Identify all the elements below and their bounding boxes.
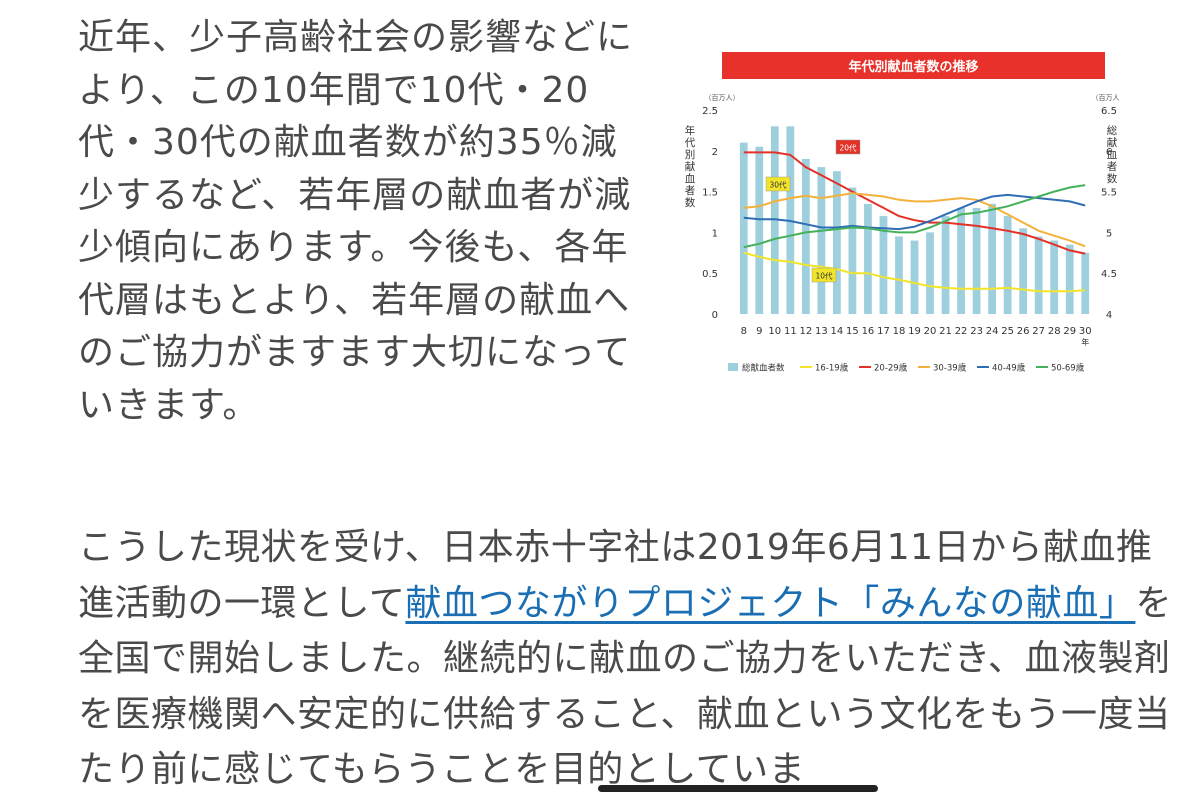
total-donors-bar <box>755 146 764 314</box>
x-tick-label: 8 <box>741 326 747 337</box>
paragraph-2: こうした現状を受け、日本赤十字社は2019年6月11日から献血推進活動の一環とし… <box>78 520 1178 798</box>
left-axis-unit: （百万人） <box>705 94 740 102</box>
x-tick-label: 16 <box>862 326 875 337</box>
paragraph-2-text-before: こうした現状を受け、日本赤十字社は2019年6月11日から献血推進活動の一環とし… <box>78 527 1153 624</box>
home-indicator[interactable] <box>598 785 878 792</box>
total-donors-bar <box>833 171 841 314</box>
left-tick-label: 0.5 <box>702 269 718 280</box>
x-tick-label: 18 <box>893 326 906 337</box>
annotation-box <box>811 267 837 283</box>
x-tick-label: 30 <box>1079 326 1092 337</box>
series-line-16-19歳 <box>743 251 1086 293</box>
total-donors-bar <box>957 207 965 314</box>
total-donors-bar <box>801 158 810 314</box>
annotation-label: 20代 <box>839 143 857 153</box>
series-line-30-39歳 <box>743 192 1086 248</box>
total-donors-bar <box>879 216 888 314</box>
legend-label: 30-39歳 <box>933 363 967 374</box>
x-tick-label: 20 <box>924 326 937 337</box>
total-donors-bar <box>1081 252 1090 314</box>
total-donors-bar <box>1050 240 1059 314</box>
x-tick-label: 17 <box>877 326 890 337</box>
left-tick-label: 1.5 <box>702 188 718 199</box>
x-tick-label: 12 <box>799 326 812 337</box>
annotation-box <box>835 139 861 155</box>
x-tick-label: 21 <box>939 326 952 337</box>
left-axis-label: 年代別献血者数 <box>685 124 696 209</box>
x-tick-label: 22 <box>955 326 968 337</box>
total-donors-bar <box>1019 228 1028 314</box>
annotation-label: 10代 <box>815 271 833 281</box>
total-donors-bar <box>1034 236 1043 314</box>
minna-no-kenketsu-link[interactable]: 献血つながりプロジェクト「みんなの献血」 <box>405 582 1136 624</box>
total-donors-bar <box>1065 244 1074 314</box>
series-line-50-69歳 <box>743 184 1086 249</box>
total-donors-bar <box>910 240 919 314</box>
x-tick-label: 9 <box>756 326 762 337</box>
series-line-20-29歳 <box>743 151 1086 255</box>
left-tick-label: 2 <box>712 147 718 158</box>
total-donors-bar <box>864 203 872 314</box>
legend-swatch-bar <box>728 363 738 371</box>
x-tick-label: 25 <box>1001 326 1014 337</box>
legend-label: 16-19歳 <box>815 363 849 374</box>
left-tick-label: 0 <box>712 310 718 321</box>
x-tick-label: 27 <box>1032 326 1045 337</box>
x-tick-label: 23 <box>970 326 983 337</box>
total-donors-bar <box>817 167 826 314</box>
x-tick-label: 28 <box>1048 326 1061 337</box>
x-tick-label: 10 <box>768 326 781 337</box>
x-tick-label: 19 <box>908 326 921 337</box>
x-tick-label: 11 <box>784 326 797 337</box>
left-tick-label: 1 <box>712 228 718 239</box>
total-donors-bar <box>739 142 748 314</box>
paragraph-1: 近年、少子高齢社会の影響などにより、この10年間で10代・20代・30代の献血者… <box>78 17 634 426</box>
chart-title: 年代別献血者数の推移 <box>722 52 1105 79</box>
right-tick-label: 6.5 <box>1101 106 1117 117</box>
right-axis-label: 総献血者数 <box>1107 124 1118 185</box>
left-tick-label: 2.5 <box>702 106 718 117</box>
total-donors-bar <box>972 207 981 314</box>
x-axis-suffix: 年 <box>1081 337 1089 347</box>
total-donors-bar <box>988 203 996 314</box>
series-line-40-49歳 <box>743 193 1086 231</box>
legend-label: 20-29歳 <box>874 363 908 374</box>
x-tick-label: 26 <box>1017 326 1030 337</box>
x-tick-label: 24 <box>986 326 999 337</box>
x-tick-label: 29 <box>1063 326 1076 337</box>
right-tick-label: 5 <box>1106 228 1112 239</box>
right-tick-label: 5.5 <box>1101 188 1117 199</box>
annotation-box <box>765 176 791 192</box>
paragraph-2-text-after: を全国で開始しました。継続的に献血のご協力をいただき、血液製剤を医療機関へ安定的… <box>78 582 1172 791</box>
total-donors-bar <box>848 187 857 314</box>
right-tick-label: 4.5 <box>1101 269 1117 280</box>
x-tick-label: 14 <box>831 326 844 337</box>
right-tick-label: 4 <box>1106 310 1112 321</box>
legend-label: 40-49歳 <box>992 363 1026 374</box>
total-donors-bar <box>926 232 934 314</box>
total-donors-bar <box>941 216 950 314</box>
total-donors-bar <box>1003 216 1012 314</box>
right-axis-unit: （百万人） <box>1092 94 1121 102</box>
x-tick-label: 13 <box>815 326 828 337</box>
legend-label: 50-69歳 <box>1051 363 1085 374</box>
total-donors-bar <box>895 236 903 314</box>
right-tick-label: 6 <box>1106 147 1112 158</box>
annotation-label: 30代 <box>769 180 787 190</box>
x-tick-label: 15 <box>846 326 859 337</box>
blood-donor-chart: （百万人） （百万人） 0 0.5 1 1.5 2 2.5 4 4.5 5 5.5 6 6.5 年代別献血者… <box>685 94 1121 374</box>
legend-label: 総献血者数 <box>742 363 785 374</box>
